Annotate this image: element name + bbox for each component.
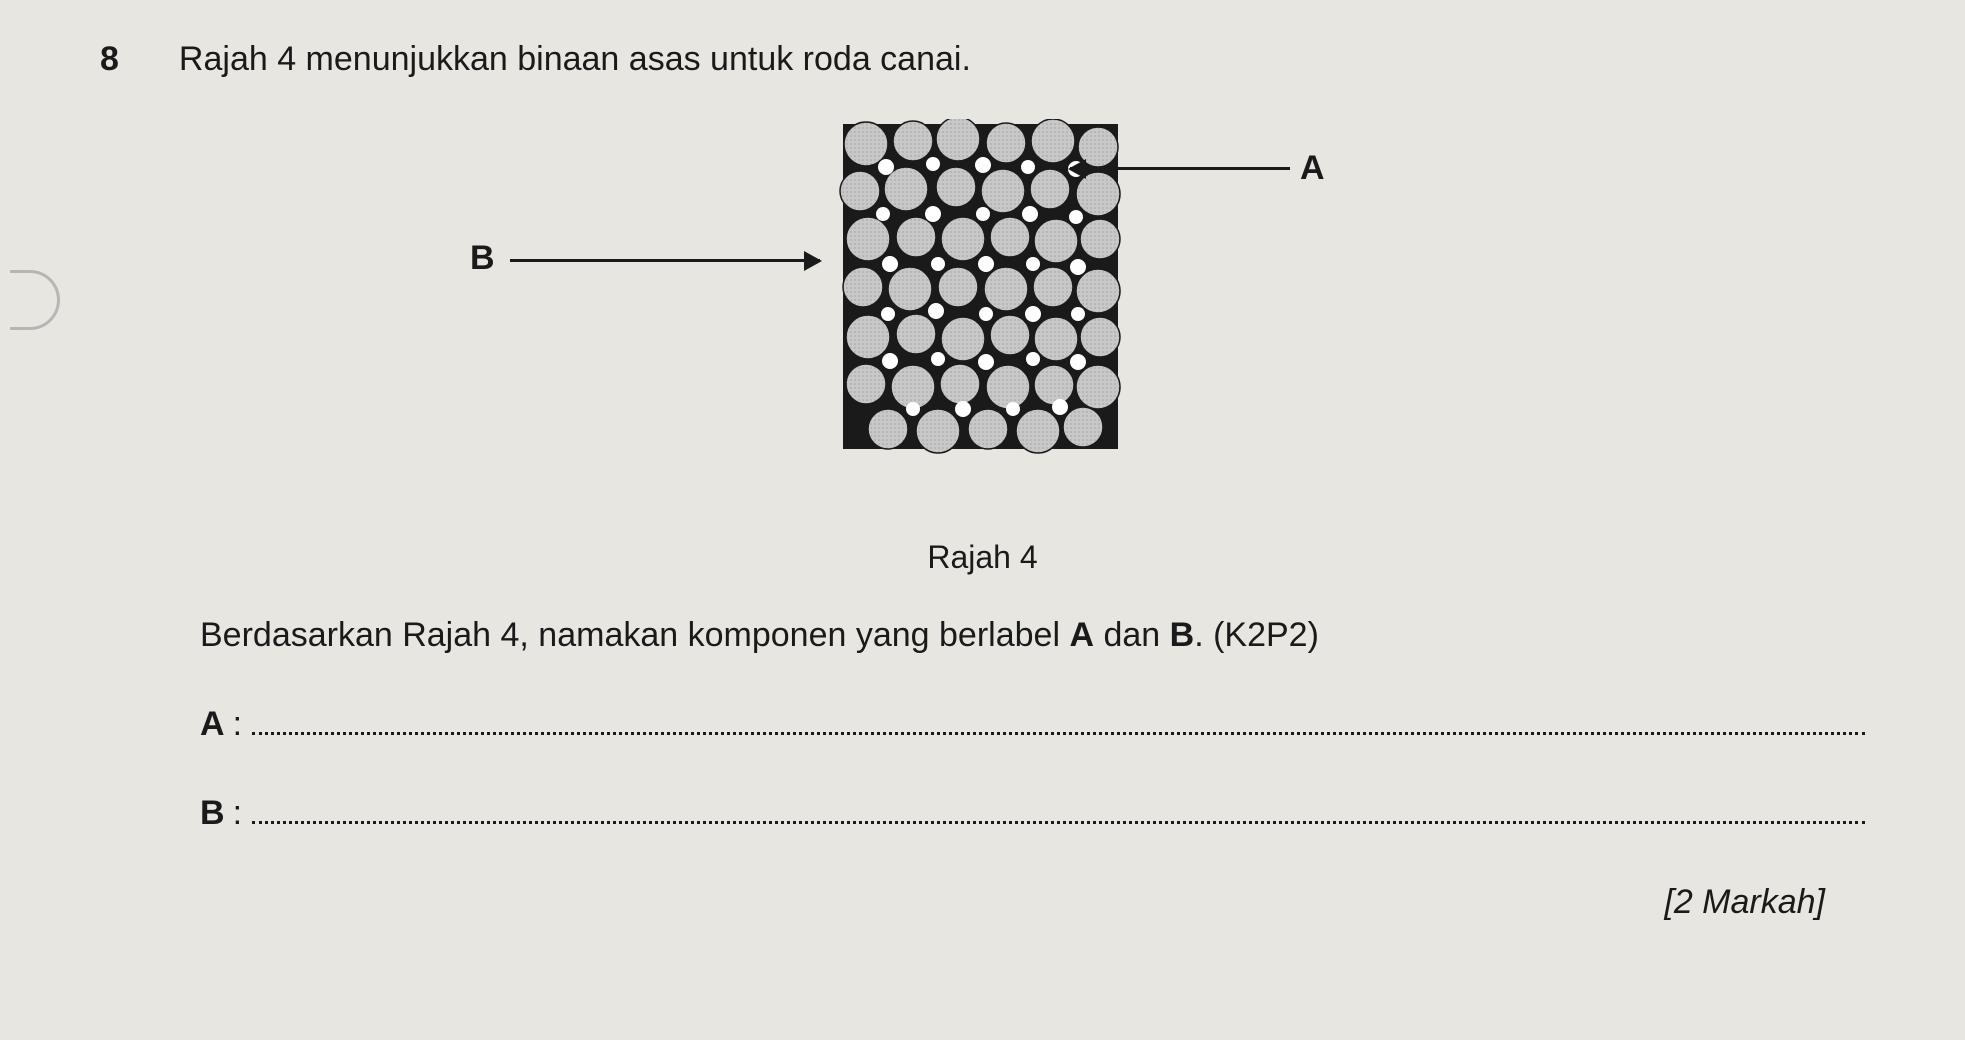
answer-line-b: B : (200, 794, 1865, 833)
answer-label-b: B (200, 794, 225, 833)
instruction-mid: dan (1094, 616, 1170, 654)
answer-colon-b: : (233, 794, 242, 833)
punch-hole-mark (10, 270, 60, 330)
answer-line-a: A : (200, 705, 1865, 744)
diagram-label-a: A (1300, 149, 1325, 188)
question-text: Rajah 4 menunjukkan binaan asas untuk ro… (179, 40, 971, 79)
question-header: 8 Rajah 4 menunjukkan binaan asas untuk … (100, 40, 1865, 79)
instruction-prefix: Berdasarkan Rajah 4, namakan komponen ya… (200, 616, 1069, 654)
instruction-label-a: A (1069, 616, 1094, 654)
answer-label-a: A (200, 705, 225, 744)
diagram-label-b: B (470, 239, 495, 278)
answer-colon-a: : (233, 705, 242, 744)
diagram-caption: Rajah 4 (100, 539, 1865, 576)
instruction-text: Berdasarkan Rajah 4, namakan komponen ya… (200, 616, 1865, 655)
arrow-to-b (510, 259, 820, 262)
instruction-label-b: B (1170, 616, 1195, 654)
question-number: 8 (100, 40, 119, 79)
instruction-suffix: . (K2P2) (1194, 616, 1319, 654)
answer-field-a[interactable] (252, 732, 1865, 735)
arrow-to-a (1070, 167, 1290, 170)
answer-field-b[interactable] (252, 821, 1865, 824)
diagram-area: A B (100, 109, 1865, 529)
marks-text: [2 Markah] (100, 883, 1825, 922)
